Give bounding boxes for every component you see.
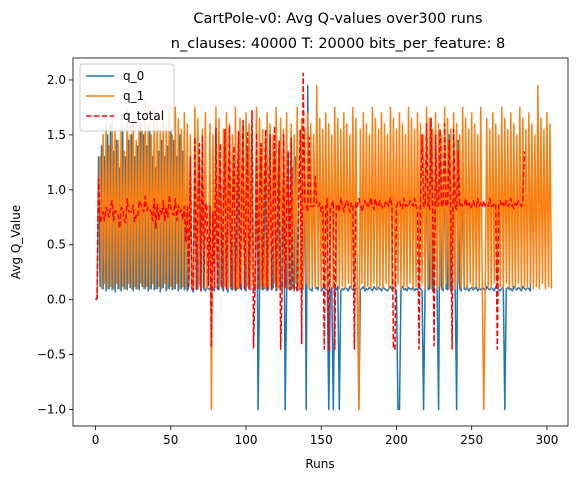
legend: q_0 q_1 q_total bbox=[79, 63, 175, 132]
series-line-q-1 bbox=[94, 84, 553, 411]
x-tick-label: 100 bbox=[235, 433, 258, 447]
y-tick-label: 2.0 bbox=[47, 73, 66, 87]
y-tick-label: 1.0 bbox=[47, 183, 66, 197]
y-axis: −1.0 −0.5 0.0 0.5 1.0 1.5 2.0 bbox=[37, 73, 73, 417]
y-tick-label: −1.0 bbox=[37, 403, 66, 417]
series-layer bbox=[94, 72, 553, 411]
legend-label-q-total: q_total bbox=[123, 109, 164, 123]
x-tick-label: 0 bbox=[92, 433, 100, 447]
y-tick-label: 0.0 bbox=[47, 293, 66, 307]
legend-box bbox=[79, 63, 175, 132]
y-tick-label: −0.5 bbox=[37, 348, 66, 362]
chart-title: CartPole-v0: Avg Q-values over300 runs bbox=[193, 11, 482, 27]
x-tick-label: 200 bbox=[385, 433, 408, 447]
legend-label-q-0: q_0 bbox=[123, 69, 144, 83]
y-axis-label: Avg Q_Value bbox=[9, 205, 23, 279]
chart-subtitle: n_clauses: 40000 T: 20000 bits_per_featu… bbox=[171, 36, 505, 52]
y-tick-label: 1.5 bbox=[47, 128, 66, 142]
x-tick-label: 250 bbox=[460, 433, 483, 447]
plot-frame bbox=[72, 57, 569, 427]
x-tick-label: 150 bbox=[310, 433, 333, 447]
x-tick-label: 50 bbox=[163, 433, 178, 447]
series-line-q-total bbox=[95, 72, 526, 351]
legend-label-q-1: q_1 bbox=[123, 89, 144, 103]
x-axis: 0 50 100 150 200 250 300 bbox=[92, 426, 558, 447]
x-tick-label: 300 bbox=[535, 433, 558, 447]
y-tick-label: 0.5 bbox=[47, 238, 66, 252]
x-axis-label: Runs bbox=[305, 457, 334, 471]
